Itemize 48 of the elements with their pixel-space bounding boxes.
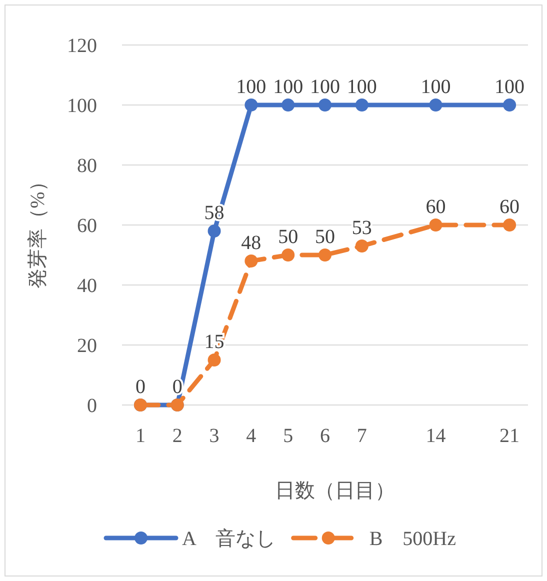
legend-label: A 音なし <box>182 528 276 550</box>
x-tick-label: 3 <box>209 425 220 447</box>
data-label: 53 <box>352 217 372 239</box>
x-tick-label: 4 <box>246 425 256 447</box>
point <box>429 98 442 112</box>
data-label: 15 <box>204 331 224 353</box>
legend-label: B 500Hz <box>369 528 456 550</box>
point <box>282 98 295 112</box>
point <box>244 98 258 112</box>
y-tick-label: 20 <box>77 335 97 357</box>
point <box>318 98 332 112</box>
point <box>503 98 516 112</box>
y-tick-label: 0 <box>87 395 97 417</box>
x-tick-label: 1 <box>135 425 146 447</box>
data-label: 100 <box>310 76 340 98</box>
data-label: 100 <box>346 76 377 98</box>
point <box>244 254 258 268</box>
data-label: 60 <box>500 196 520 218</box>
x-tick-label: 21 <box>500 425 520 447</box>
x-tick-label: 14 <box>426 425 446 447</box>
data-label: 100 <box>236 76 266 98</box>
y-axis-title: 発芽率（%） <box>27 172 49 288</box>
point <box>429 218 442 232</box>
point <box>208 224 221 238</box>
data-label: 100 <box>273 76 304 98</box>
point <box>318 248 332 262</box>
data-label: 0 <box>135 376 146 398</box>
data-label: 100 <box>420 76 451 98</box>
y-tick-label: 100 <box>67 95 97 117</box>
x-tick-label: 5 <box>283 425 294 447</box>
x-tick-label: 2 <box>172 425 182 447</box>
data-label: 60 <box>426 196 446 218</box>
x-tick-label: 6 <box>320 425 330 447</box>
y-tick-label: 60 <box>77 215 97 237</box>
y-tick-label: 80 <box>77 155 97 177</box>
x-axis-title: 日数（日目） <box>275 480 395 502</box>
data-label: 100 <box>494 76 525 98</box>
data-label: 48 <box>241 232 262 254</box>
y-tick-label: 120 <box>67 35 97 57</box>
point <box>355 98 368 112</box>
point <box>208 354 221 366</box>
x-tick-label: 7 <box>356 425 367 447</box>
y-tick-label: 40 <box>77 275 97 297</box>
data-label: 50 <box>278 226 298 248</box>
data-label: 50 <box>315 226 335 248</box>
point <box>282 248 295 262</box>
point <box>355 240 368 252</box>
point <box>503 218 516 232</box>
